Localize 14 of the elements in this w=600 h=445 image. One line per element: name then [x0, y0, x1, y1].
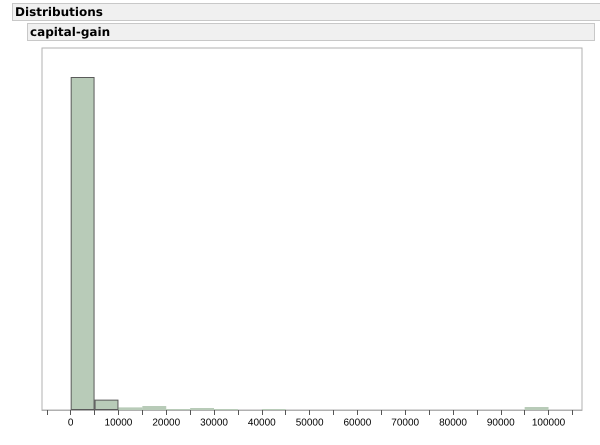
x-tick-label: 60000 [343, 418, 372, 428]
x-tick-label: 30000 [200, 418, 228, 428]
x-tick-label: 40000 [248, 418, 276, 428]
x-tick-label: 0 [68, 418, 74, 428]
x-tick-label: 100000 [532, 418, 566, 428]
x-tick-label: 10000 [104, 418, 133, 428]
chart-subtitle: capital-gain [27, 23, 595, 41]
x-tick-label: 80000 [439, 418, 468, 428]
x-tick-label: 90000 [486, 418, 516, 428]
chart-title: Distributions [12, 3, 600, 21]
x-tick-label: 20000 [152, 418, 181, 428]
x-tick-label: 50000 [296, 418, 324, 428]
x-tick-label: 70000 [391, 418, 420, 428]
bar [524, 407, 549, 410]
